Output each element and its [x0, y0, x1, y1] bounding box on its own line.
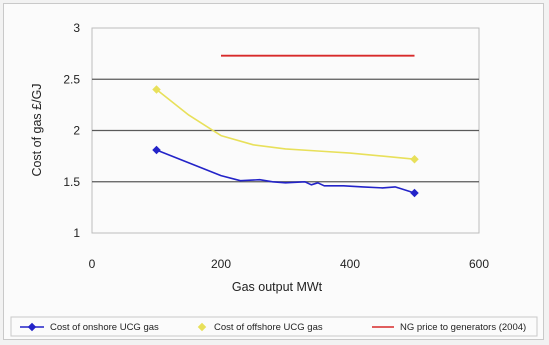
x-tick-label: 200: [211, 257, 231, 271]
legend-box: [10, 316, 538, 337]
series-line-cost-of-offshore-ucg-gas: [156, 88, 415, 160]
legend-label-offshore: Cost of offshore UCG gas: [214, 322, 323, 333]
data-point-cost-of-offshore-ucg-gas: [410, 154, 419, 164]
series-line-cost-of-onshore-ucg-gas: [156, 149, 415, 194]
legend-label-onshore: Cost of onshore UCG gas: [50, 322, 159, 333]
line-chart: 1 1.5 2 2.5 3 0 200 400 600 Cost of gas £/GJ Ga…: [10, 21, 538, 337]
data-point-cost-of-onshore-ucg-gas: [152, 145, 161, 155]
data-series: [152, 54, 419, 198]
legend-item-onshore: Cost of onshore UCG gas: [20, 322, 159, 333]
x-tick-label: 0: [89, 257, 96, 271]
data-point-cost-of-offshore-ucg-gas: [152, 85, 161, 94]
grid-lines: [92, 78, 479, 183]
legend-item-offshore: Cost of offshore UCG gas: [197, 322, 323, 333]
data-point-cost-of-onshore-ucg-gas: [410, 188, 419, 198]
legend-marker-onshore: [27, 322, 37, 332]
x-tick-label: 600: [469, 257, 489, 271]
x-axis-ticks: 0 200 400 600: [89, 257, 490, 271]
y-tick-label: 3: [73, 21, 80, 35]
y-tick-label: 1: [73, 226, 80, 240]
y-tick-label: 2: [73, 124, 80, 138]
chart-frame: 1 1.5 2 2.5 3 0 200 400 600 Cost of gas £/GJ Ga…: [3, 3, 544, 340]
legend-marker-offshore: [197, 322, 207, 332]
y-tick-label: 1.5: [63, 175, 80, 189]
y-tick-label: 2.5: [63, 72, 80, 86]
legend-item-ng-price: NG price to generators (2004): [372, 322, 526, 333]
x-axis-title: Gas output MWt: [232, 280, 323, 294]
y-axis-ticks: 1 1.5 2 2.5 3: [63, 21, 80, 240]
legend-label-ng-price: NG price to generators (2004): [400, 322, 526, 333]
x-tick-label: 400: [340, 257, 360, 271]
y-axis-title: Cost of gas £/GJ: [30, 83, 44, 176]
